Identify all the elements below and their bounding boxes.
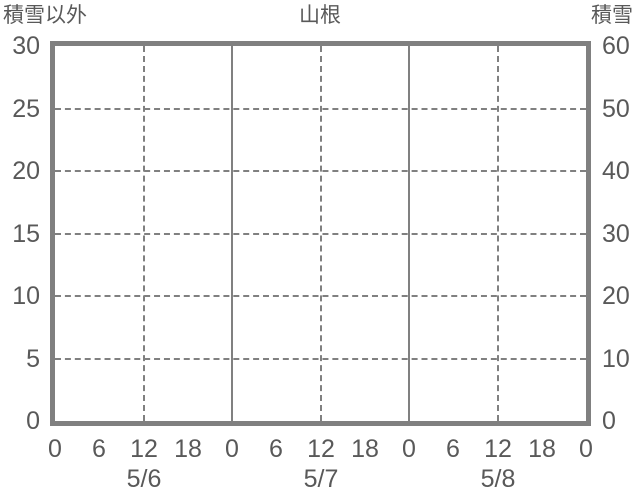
x-axis-hour-label: 6 <box>269 435 283 463</box>
left-axis-tick-label: 30 <box>12 32 40 60</box>
plot-area <box>55 46 586 421</box>
right-axis-title: 積雪 <box>591 4 633 27</box>
x-axis-hour-label: 18 <box>351 435 379 463</box>
x-axis-hour-label: 0 <box>48 435 62 463</box>
x-axis-hour-label: 6 <box>446 435 460 463</box>
x-axis-hour-label: 12 <box>307 435 335 463</box>
left-axis-tick-label: 25 <box>12 95 40 123</box>
x-gridline-midnight-solid <box>408 46 410 421</box>
left-axis-tick-label: 10 <box>12 282 40 310</box>
x-gridline-midnight-solid <box>231 46 233 421</box>
right-axis-tick-label: 40 <box>602 157 630 185</box>
x-axis-date-label: 5/7 <box>303 465 339 493</box>
x-gridline-noon-dashed <box>143 46 145 421</box>
right-axis-tick-label: 30 <box>602 220 630 248</box>
x-axis-hour-label: 12 <box>130 435 158 463</box>
chart-title: 山根 <box>299 4 341 27</box>
x-axis-date-label: 5/8 <box>480 465 516 493</box>
x-axis-hour-label: 0 <box>402 435 416 463</box>
x-axis-hour-label: 18 <box>174 435 202 463</box>
x-axis-hour-label: 0 <box>579 435 593 463</box>
right-axis-tick-label: 0 <box>602 407 616 435</box>
left-axis-tick-label: 15 <box>12 220 40 248</box>
left-axis-tick-label: 0 <box>26 407 40 435</box>
plot-border <box>50 41 591 426</box>
right-axis-tick-label: 20 <box>602 282 630 310</box>
right-axis-tick-label: 60 <box>602 32 630 60</box>
left-axis-tick-label: 5 <box>26 345 40 373</box>
x-axis-hour-label: 0 <box>225 435 239 463</box>
x-axis-hour-label: 6 <box>92 435 106 463</box>
right-axis-tick-label: 10 <box>602 345 630 373</box>
x-axis-hour-label: 18 <box>528 435 556 463</box>
right-axis-tick-label: 50 <box>602 95 630 123</box>
x-gridline-noon-dashed <box>497 46 499 421</box>
x-gridline-noon-dashed <box>320 46 322 421</box>
left-axis-tick-label: 20 <box>12 157 40 185</box>
x-axis-hour-label: 12 <box>484 435 512 463</box>
x-axis-date-label: 5/6 <box>126 465 162 493</box>
left-axis-title: 積雪以外 <box>3 4 87 27</box>
